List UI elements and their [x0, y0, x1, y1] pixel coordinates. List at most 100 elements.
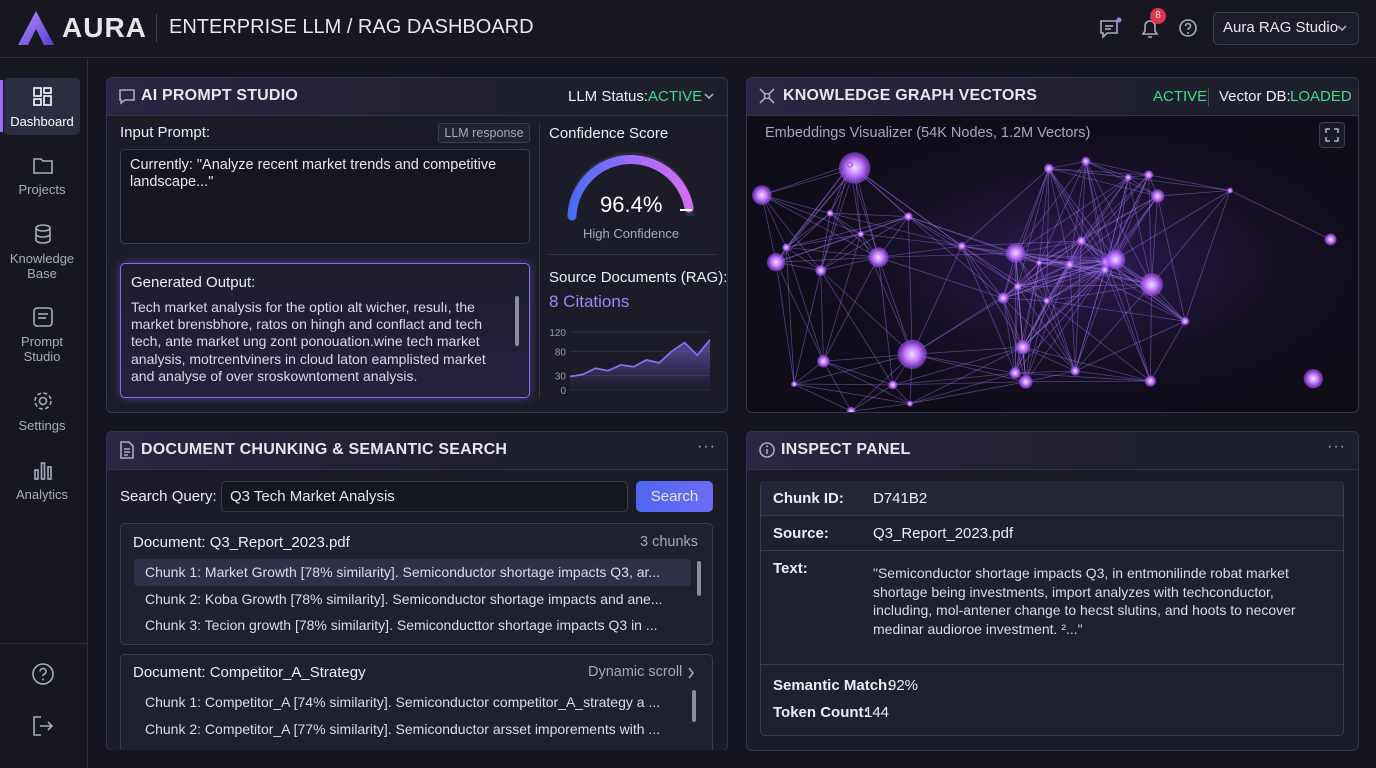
nav-item[interactable]: Settings [18, 418, 66, 433]
graph-edge [878, 257, 913, 355]
graph-edge [1002, 168, 1050, 299]
chunk-row[interactable]: Chunk 1: Competitor_A [74% similarity]. … [145, 694, 661, 710]
graph-edge [908, 216, 963, 247]
graph-edge [908, 216, 1004, 299]
search-button[interactable]: Search [636, 481, 713, 512]
graph-edge [1015, 252, 1152, 286]
more-menu[interactable]: ··· [1327, 438, 1346, 455]
shape [1100, 20, 1118, 39]
graph-edge [1151, 190, 1231, 285]
nav-item[interactable]: Dashboard [10, 114, 74, 129]
sources-title: Source Documents (RAG): [549, 269, 728, 286]
graph-edge [908, 216, 1016, 254]
prompt-input[interactable]: Currently: "Analyze recent market trends… [120, 149, 530, 244]
graph-edge [1048, 168, 1149, 176]
graph-edge [1017, 261, 1108, 288]
graph-edge [1085, 160, 1158, 197]
graph-edge [878, 256, 1004, 299]
shape [1187, 32, 1189, 34]
citations: 8 Citations [549, 292, 630, 311]
graph-node [1009, 367, 1021, 379]
chunk-row[interactable]: Chunk 1: Market Growth [78% similarity].… [145, 564, 661, 580]
chunk-row[interactable]: Chunk 2: Competitor_A [77% similarity]. … [145, 721, 661, 737]
graph-edge [911, 245, 963, 355]
shape [119, 89, 135, 105]
graph-node [897, 339, 927, 369]
page-bottom [107, 750, 727, 768]
graph-edge [794, 383, 893, 386]
graph-edge [909, 381, 1026, 405]
graph-edge [1128, 177, 1231, 191]
nav-item[interactable]: Analytics [15, 487, 69, 502]
workspace-select[interactable] [1213, 12, 1359, 45]
graph-edge [786, 247, 879, 258]
graph-edge [1015, 252, 1116, 260]
chevron [688, 667, 695, 679]
token-label: Token Count: [773, 704, 869, 721]
settings-icon [34, 392, 52, 410]
graph-edge [823, 233, 862, 362]
chevron[interactable] [703, 90, 715, 102]
graph-edge [1080, 240, 1106, 270]
graph-edge [785, 247, 822, 271]
graph-edge [1022, 259, 1116, 348]
graph-edge [820, 233, 862, 271]
tag: LLM response [438, 123, 530, 143]
graph-edge [786, 216, 909, 248]
graph-edge [1075, 320, 1186, 372]
graph-edge [1015, 253, 1024, 348]
graph-node [1043, 163, 1054, 174]
output-text: Tech market analysis for the optioı alt … [131, 299, 486, 384]
graph-edge [1022, 300, 1047, 348]
panel-header [107, 78, 727, 116]
shape [567, 155, 694, 221]
graph-edge [1022, 346, 1076, 372]
graph-edge [823, 360, 893, 386]
scrollbar [515, 296, 519, 346]
graph-edge [1002, 264, 1070, 299]
expand-button[interactable] [1319, 122, 1345, 148]
graph-edge [1048, 168, 1158, 197]
graph-node [1018, 374, 1033, 389]
graph-edge [785, 247, 795, 385]
logout-icon[interactable] [31, 714, 55, 738]
confidence-caption: High Confidence [583, 226, 680, 241]
field-value: D741B2 [873, 490, 928, 507]
graph-edge [1104, 269, 1151, 382]
chunk-row[interactable]: Chunk 3: Tecion growth [78% similarity].… [145, 617, 658, 633]
graph-edge [1069, 264, 1076, 372]
graph-edge [909, 346, 1023, 405]
graph-edge [1002, 297, 1076, 372]
nav-item[interactable]: Knowledge Base [9, 251, 75, 281]
shape [759, 88, 775, 104]
graph-edge [1046, 240, 1082, 302]
graph-node [997, 292, 1009, 304]
graph-edge [820, 213, 831, 271]
graph-edge [1022, 261, 1108, 348]
help-icon[interactable] [31, 662, 55, 686]
query-input[interactable]: Q3 Tech Market Analysis [221, 481, 628, 512]
nav-item[interactable]: Prompt Studio [21, 334, 63, 364]
selected-row [134, 559, 691, 586]
graph-edge [1015, 252, 1105, 271]
graph-edge [1038, 161, 1087, 263]
graph-edge [820, 164, 851, 271]
panel-icon [759, 88, 775, 104]
graph-edge [1015, 372, 1151, 382]
document-name: Document: Competitor_A_Strategy [133, 664, 366, 681]
graph-edge [961, 168, 1050, 247]
chunk-row[interactable]: Chunk 2: Koba Growth [78% similarity]. S… [145, 591, 663, 607]
graph-edge [1002, 298, 1016, 374]
shape [42, 678, 44, 681]
graph-edge [775, 216, 909, 263]
graph-edge [1022, 264, 1071, 348]
more-menu[interactable]: ··· [697, 438, 716, 455]
graph-edge [1115, 174, 1150, 260]
chat-icon[interactable] [1098, 17, 1122, 41]
graph-edge [1085, 161, 1108, 262]
graph-edge [1003, 259, 1116, 299]
nav-item[interactable]: Projects [18, 182, 66, 197]
help-icon[interactable] [1177, 17, 1201, 41]
projects-icon [33, 158, 53, 174]
graph-edge [1069, 177, 1129, 265]
